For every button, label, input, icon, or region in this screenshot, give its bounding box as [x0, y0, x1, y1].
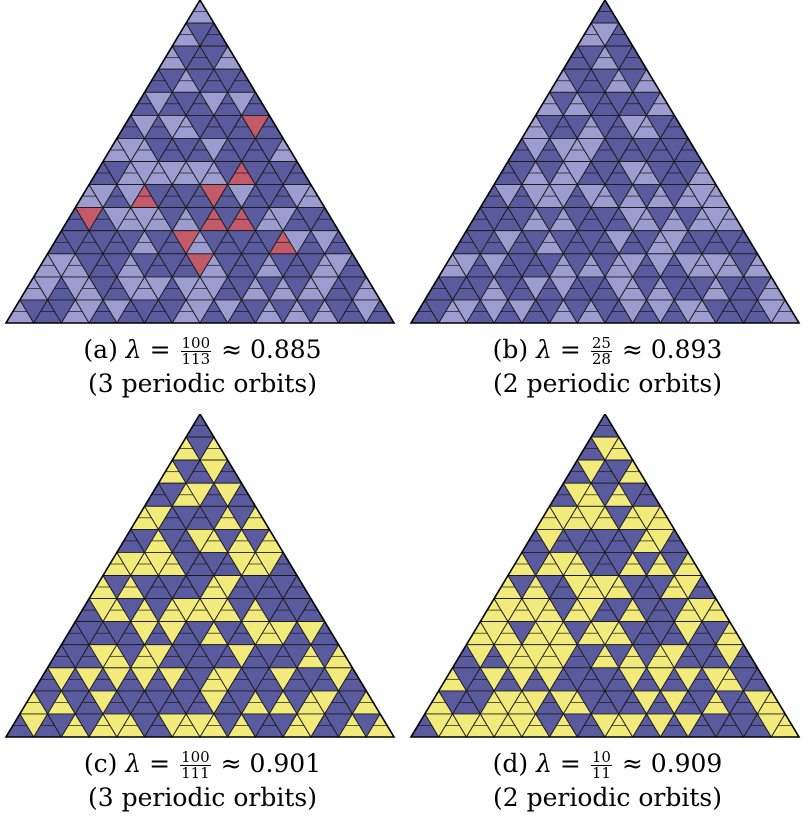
triangle-outline — [409, 0, 801, 324]
caption-a-equals: = — [149, 335, 171, 364]
caption-d-approx: ≈ 0.909 — [621, 749, 723, 778]
caption-a-formula: (a) λ = 100 113 ≈ 0.885 — [0, 335, 405, 367]
panel-b: (b) λ = 25 28 ≈ 0.893 (2 periodic orbits) — [405, 0, 810, 414]
caption-b-fraction: 25 28 — [590, 334, 612, 368]
triangle-tiling-b — [409, 0, 801, 324]
caption-a-orbits: (3 periodic orbits) — [88, 369, 317, 398]
caption-a-denominator: 113 — [181, 350, 211, 368]
caption-b-lambda: λ — [536, 335, 552, 364]
panel-c: (c) λ = 100 111 ≈ 0.901 (3 periodic orbit… — [0, 414, 405, 828]
caption-a-lambda: λ — [125, 335, 142, 364]
caption-a-approx: ≈ 0.885 — [221, 335, 322, 364]
caption-b-denominator: 28 — [591, 350, 611, 368]
triangle-outline — [4, 414, 396, 738]
caption-c-numerator: 100 — [180, 748, 211, 766]
caption-a-fraction: 100 113 — [180, 334, 212, 368]
caption-c-equals: = — [149, 749, 171, 778]
caption-d-orbits: (2 periodic orbits) — [493, 783, 722, 812]
caption-d-fraction: 10 11 — [590, 748, 612, 782]
caption-c-fraction: 100 111 — [180, 750, 211, 781]
triangle-tiling-a — [4, 0, 396, 324]
caption-c-lambda: λ — [125, 749, 142, 778]
caption-a-label: (a) — [83, 335, 118, 364]
triangle-tiling-c — [4, 414, 396, 738]
caption-b-approx: ≈ 0.893 — [621, 335, 723, 364]
caption-a-numerator: 100 — [180, 334, 212, 352]
triangle-outline — [4, 0, 396, 324]
caption-d-label: (d) — [492, 749, 529, 778]
caption-c-denominator: 111 — [181, 764, 210, 782]
caption-d-equals: = — [559, 749, 581, 778]
caption-c-orbits: (3 periodic orbits) — [88, 783, 317, 812]
caption-b-numerator: 25 — [590, 334, 612, 352]
caption-b-equals: = — [559, 335, 581, 364]
caption-b-orbits: (2 periodic orbits) — [493, 369, 722, 398]
caption-d-formula: (d) λ = 10 11 ≈ 0.909 — [405, 749, 810, 781]
triangle-tiling-d — [409, 414, 801, 738]
caption-d-lambda: λ — [536, 749, 552, 778]
caption-b-formula: (b) λ = 25 28 ≈ 0.893 — [405, 335, 810, 367]
caption-c-approx: ≈ 0.901 — [220, 749, 322, 778]
caption-d-numerator: 10 — [590, 748, 612, 766]
triangle-outline — [409, 414, 801, 738]
panel-a: (a) λ = 100 113 ≈ 0.885 (3 periodic orbit… — [0, 0, 405, 414]
caption-c-formula: (c) λ = 100 111 ≈ 0.901 — [0, 749, 405, 781]
panel-d: (d) λ = 10 11 ≈ 0.909 (2 periodic orbits) — [405, 414, 810, 828]
caption-c-label: (c) — [83, 749, 118, 778]
caption-b-label: (b) — [492, 335, 529, 364]
caption-d-denominator: 11 — [591, 764, 611, 782]
